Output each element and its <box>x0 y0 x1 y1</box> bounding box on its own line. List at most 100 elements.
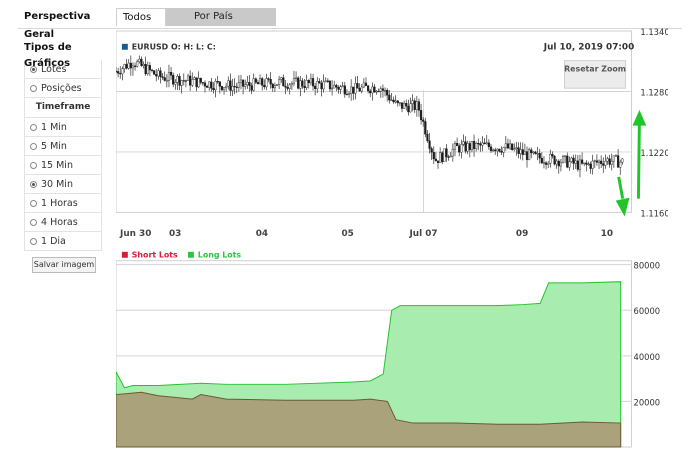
price-x-tick-label: 10 <box>601 229 613 239</box>
price-y-tick-label: 1.1160 <box>640 208 668 218</box>
timeframe-15-min[interactable]: 15 Min <box>24 156 102 175</box>
candle-body <box>369 90 372 94</box>
timeframe-label: 1 Min <box>41 121 67 133</box>
candle-body <box>419 110 423 121</box>
price-plot-frame <box>116 30 633 213</box>
candle-body <box>436 160 440 163</box>
candle-body <box>485 142 488 145</box>
candle-body <box>411 100 414 105</box>
tab-perspectiva-geral[interactable]: Perspectiva Geral <box>18 8 116 40</box>
timeframe-4-horas[interactable]: 4 Horas <box>24 213 102 232</box>
reset-zoom-button[interactable]: Resetar Zoom <box>564 60 627 89</box>
timeframe-label: 4 Horas <box>41 216 78 228</box>
candle-body <box>390 99 393 101</box>
candle-body <box>182 80 185 82</box>
candle-body <box>415 101 418 110</box>
candle-body <box>430 148 433 153</box>
timeframe-5-min[interactable]: 5 Min <box>24 137 102 156</box>
candle-body <box>619 161 622 168</box>
option-lotes[interactable]: Lotes <box>24 60 102 79</box>
candle-body <box>614 155 618 157</box>
tab-por-pais[interactable]: Por País <box>166 8 276 26</box>
candle-body <box>564 155 567 157</box>
candle-body <box>464 141 467 152</box>
radio-icon[interactable] <box>30 199 37 207</box>
option-posicoes[interactable]: Posições <box>24 79 102 98</box>
radio-icon[interactable] <box>30 237 37 245</box>
radio-icon[interactable] <box>30 161 37 169</box>
legend-short-label: Short Lots <box>132 251 178 260</box>
candle-body <box>434 158 437 162</box>
candle-body <box>439 152 442 163</box>
candle-body <box>407 105 410 113</box>
candle-body <box>447 156 450 158</box>
candle-body <box>540 157 543 164</box>
candle-body <box>555 160 558 165</box>
timeframe-label: 30 Min <box>41 178 73 190</box>
timeframe-1-hora[interactable]: 1 Horas <box>24 194 102 213</box>
candle-body <box>515 147 518 149</box>
candle-body <box>191 79 194 86</box>
candle-body <box>472 141 476 149</box>
candle-body <box>305 80 308 89</box>
candle-body <box>350 86 353 94</box>
candle-body <box>273 85 276 89</box>
candle-body <box>417 101 421 111</box>
candle-body <box>496 148 499 152</box>
candle-body <box>367 85 370 92</box>
radio-icon[interactable] <box>30 180 37 188</box>
timeframe-1-dia[interactable]: 1 Dia <box>24 232 102 251</box>
price-candles <box>116 55 624 178</box>
candle-body <box>422 119 425 122</box>
candle-body <box>167 72 171 81</box>
candle-body <box>470 141 474 151</box>
candle-body <box>242 79 245 87</box>
candle-body <box>443 148 446 162</box>
candle-body <box>585 162 588 165</box>
symbol-label: EURUSD O: H: L: C: <box>132 43 216 52</box>
candle-body <box>377 90 380 93</box>
radio-icon[interactable] <box>30 218 37 226</box>
candle-body <box>150 69 154 71</box>
candle-body <box>525 151 529 160</box>
save-image-button[interactable]: Salvar imagem <box>32 257 96 273</box>
candle-body <box>617 155 620 168</box>
reset-zoom-bg[interactable] <box>564 60 627 89</box>
candle-body <box>299 80 302 89</box>
lots-y-tick-label: 40000 <box>634 352 661 362</box>
candle-body <box>159 70 162 77</box>
timeframe-30-min[interactable]: 30 Min <box>24 175 102 194</box>
candle-body <box>381 88 385 91</box>
candle-body <box>278 79 281 85</box>
tab-todos[interactable]: Todos <box>116 8 166 26</box>
candle-body <box>169 72 173 76</box>
candle-body <box>307 80 310 84</box>
candle-body <box>174 82 177 85</box>
candle-body <box>229 80 232 91</box>
candle-body <box>121 68 124 75</box>
candle-body <box>612 155 615 162</box>
reset-zoom-label[interactable]: Resetar Zoom <box>564 64 626 73</box>
candle-body <box>290 82 293 86</box>
radio-icon[interactable] <box>30 65 37 73</box>
candle-body <box>508 143 512 149</box>
candle-body <box>225 85 228 88</box>
price-x-tick-label: Jun 30 <box>119 229 151 239</box>
candle-body <box>521 149 524 155</box>
candle-body <box>153 70 156 75</box>
candle-body <box>328 80 332 90</box>
radio-icon[interactable] <box>30 123 37 131</box>
candle-body <box>621 158 624 163</box>
symbol-square-icon <box>121 43 128 50</box>
chart-types-title: Tipos de Gráficos <box>24 42 72 69</box>
candle-body <box>186 75 190 81</box>
radio-icon[interactable] <box>30 84 37 92</box>
candle-body <box>595 160 599 163</box>
candle-body <box>542 162 546 164</box>
candle-body <box>373 86 376 93</box>
candle-body <box>375 90 378 93</box>
timeframe-1-min[interactable]: 1 Min <box>24 118 102 137</box>
radio-icon[interactable] <box>30 142 37 150</box>
candle-body <box>504 143 507 148</box>
candle-body <box>201 82 204 84</box>
